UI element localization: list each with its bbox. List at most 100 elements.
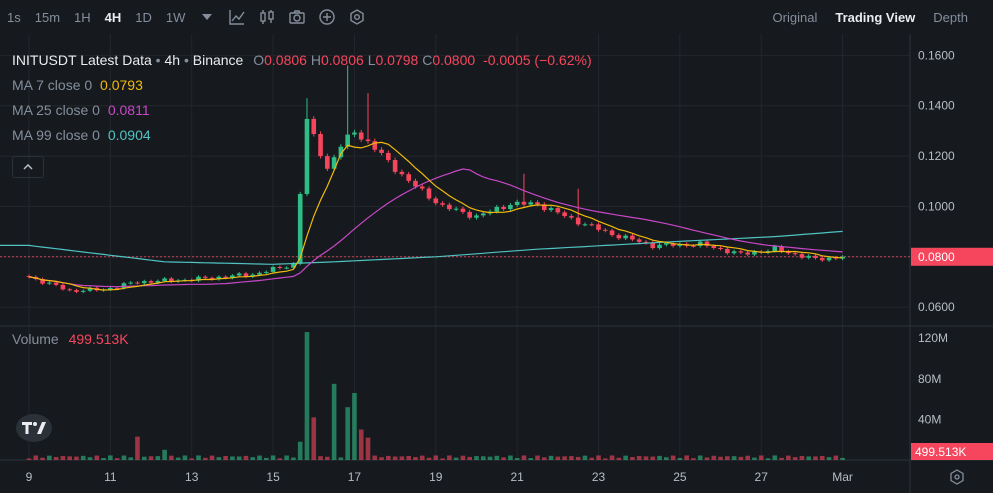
candle-body [67, 289, 72, 291]
volume-bar [691, 458, 696, 460]
view-tab-trading-view[interactable]: Trading View [835, 9, 916, 25]
timeframe-1h[interactable]: 1H [74, 9, 91, 25]
volume-bar [135, 436, 140, 460]
candle-body [148, 281, 154, 283]
volume-bar [609, 455, 615, 460]
candle-body [697, 241, 703, 246]
chevron-down-icon[interactable] [192, 0, 222, 34]
volume-bar [209, 455, 215, 460]
time-tick-label: 27 [755, 470, 769, 484]
volume-bar [745, 455, 750, 460]
volume-bar [141, 456, 147, 460]
candle-body [87, 287, 93, 291]
timeframe-1d[interactable]: 1D [135, 9, 152, 25]
volume-bar [548, 455, 554, 460]
timeframe-1w[interactable]: 1W [165, 9, 186, 25]
volume-bar [40, 457, 45, 460]
candle-type-icon[interactable] [252, 0, 282, 34]
candle-body [657, 244, 662, 249]
volume-bar [74, 456, 79, 460]
price-tick-label: 0.1400 [918, 99, 955, 113]
candle-body [711, 245, 717, 248]
candle-body [53, 282, 59, 285]
volume-bar [128, 457, 133, 460]
time-tick-label: 19 [429, 470, 443, 484]
volume-bar [169, 455, 174, 460]
settings-hex-icon[interactable] [342, 0, 372, 34]
candle-body [474, 215, 479, 218]
change-value: -0.0005 (−0.62%) [483, 52, 592, 68]
candle-body [169, 278, 174, 282]
candle-body [128, 282, 133, 284]
volume-bar [684, 455, 689, 460]
volume-bar [331, 383, 337, 460]
candle-body [257, 272, 262, 275]
volume-bar [87, 457, 93, 460]
volume-bar [657, 455, 662, 460]
volume-bar [569, 456, 574, 460]
open-label: O [253, 52, 265, 68]
volume-bar [799, 455, 805, 460]
volume-bar [623, 455, 628, 460]
candle-body [589, 224, 595, 226]
candle-body [419, 186, 425, 189]
candle-body [772, 246, 778, 252]
volume-bar [494, 455, 500, 460]
candle-body [630, 235, 635, 240]
volume-bar [413, 457, 418, 460]
chart-area[interactable]: 0.1600 0.1400 0.1200 0.1000 0.0800 0.0600 0.08… [0, 34, 993, 493]
candle-body [135, 282, 140, 284]
volume-bar [555, 456, 561, 460]
candle-body [806, 255, 811, 258]
axis-settings-icon[interactable] [950, 469, 964, 485]
volume-bar [650, 456, 656, 460]
candle-body [365, 139, 371, 142]
collapse-legend-button[interactable] [12, 156, 44, 178]
indicators-icon[interactable] [222, 0, 252, 34]
view-tab-depth[interactable]: Depth [933, 9, 968, 25]
time-tick-label: 15 [266, 470, 280, 484]
volume-bar [243, 455, 249, 460]
volume-tick-label: 80M [918, 372, 941, 386]
volume-bar [419, 455, 425, 460]
low-value: 0.0798 [375, 52, 419, 68]
timeframe-1s[interactable]: 1s [7, 9, 21, 25]
candle-body [345, 134, 350, 147]
volume-bar [433, 455, 439, 460]
candle-body [664, 243, 669, 245]
volume-tick-label: 40M [918, 412, 941, 426]
volume-bar [711, 455, 717, 460]
volume-bar [257, 455, 262, 460]
volume-bar [379, 457, 384, 460]
candle-body [725, 248, 730, 254]
tradingview-logo-icon[interactable] [16, 414, 52, 442]
candle-body [514, 201, 520, 206]
candle-body [453, 208, 459, 210]
candle-body [236, 273, 242, 276]
timeframe-15m[interactable]: 15m [34, 9, 61, 25]
candle-body [223, 276, 228, 278]
candle-body [413, 180, 418, 187]
volume-bar [677, 457, 683, 460]
volume-bar [528, 458, 534, 460]
camera-icon[interactable] [282, 0, 312, 34]
volume-bar [765, 458, 771, 460]
candle-body [670, 243, 676, 246]
price-tick-label: 0.0600 [918, 300, 955, 314]
volume-bar [250, 457, 256, 460]
candle-body [603, 229, 608, 231]
volume-bar [202, 457, 208, 460]
volume-value: 499.513K [68, 331, 129, 347]
current-volume-label: 499.513K [915, 445, 966, 459]
volume-bar [426, 457, 432, 460]
candle-body [447, 204, 452, 210]
timeframe-4h[interactable]: 4H [104, 9, 122, 25]
view-tab-original[interactable]: Original [772, 9, 818, 25]
volume-bar [508, 455, 513, 460]
candle-body [535, 202, 540, 205]
interval-text: 4h [164, 52, 181, 68]
close-label: C [422, 52, 433, 68]
plus-circle-icon[interactable] [312, 0, 342, 34]
volume-bar [582, 455, 588, 460]
ma99-row: MA 99 close 0 0.0904 [12, 123, 592, 148]
